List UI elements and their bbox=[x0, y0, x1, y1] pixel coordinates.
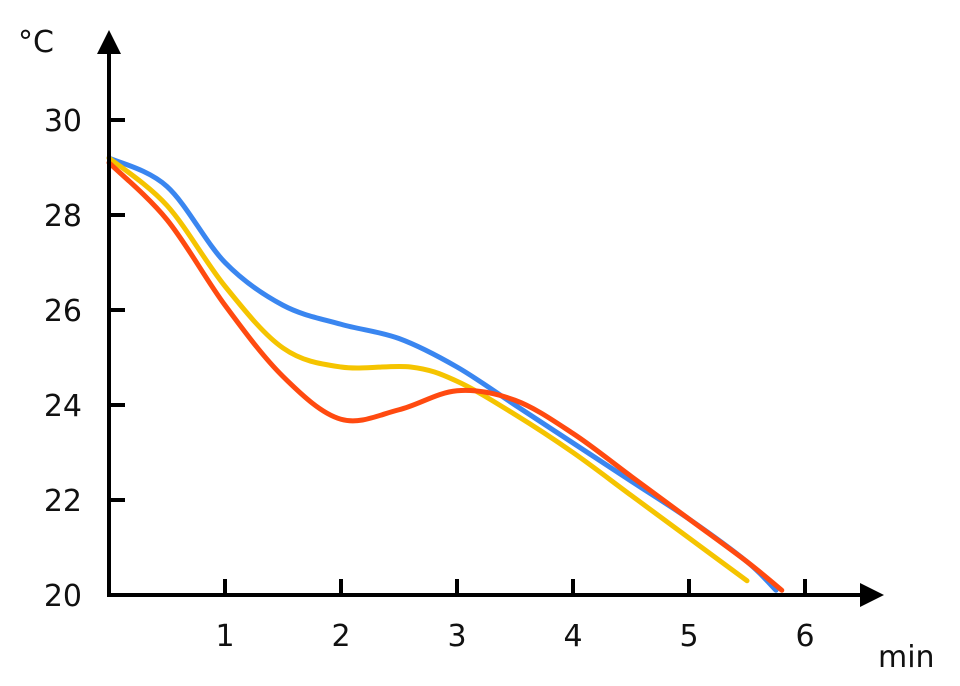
x-tick-label: 1 bbox=[215, 619, 234, 654]
axes-layer bbox=[97, 30, 884, 607]
series-line-2 bbox=[106, 155, 750, 584]
series-line-3 bbox=[106, 160, 785, 593]
y-axis-unit-label: °C bbox=[18, 25, 54, 60]
series-layer bbox=[106, 155, 785, 593]
x-axis-unit-label: min bbox=[878, 640, 935, 675]
x-tick-label: 6 bbox=[795, 619, 814, 654]
x-axis-arrow-icon bbox=[860, 583, 884, 607]
ticks-layer: 1 2 3 4 5 6 20 22 24 26 28 30 bbox=[44, 104, 815, 654]
y-tick-label: 22 bbox=[44, 484, 82, 519]
x-tick-label: 5 bbox=[679, 619, 698, 654]
x-tick-label: 2 bbox=[331, 619, 350, 654]
y-tick-label: 26 bbox=[44, 294, 82, 329]
x-tick-label: 4 bbox=[563, 619, 582, 654]
y-tick-label: 24 bbox=[44, 389, 82, 424]
y-tick-label: 30 bbox=[44, 104, 82, 139]
y-axis-arrow-icon bbox=[97, 30, 121, 54]
y-tick-label: 28 bbox=[44, 199, 82, 234]
x-tick-label: 3 bbox=[447, 619, 466, 654]
y-tick-label: 20 bbox=[44, 579, 82, 614]
